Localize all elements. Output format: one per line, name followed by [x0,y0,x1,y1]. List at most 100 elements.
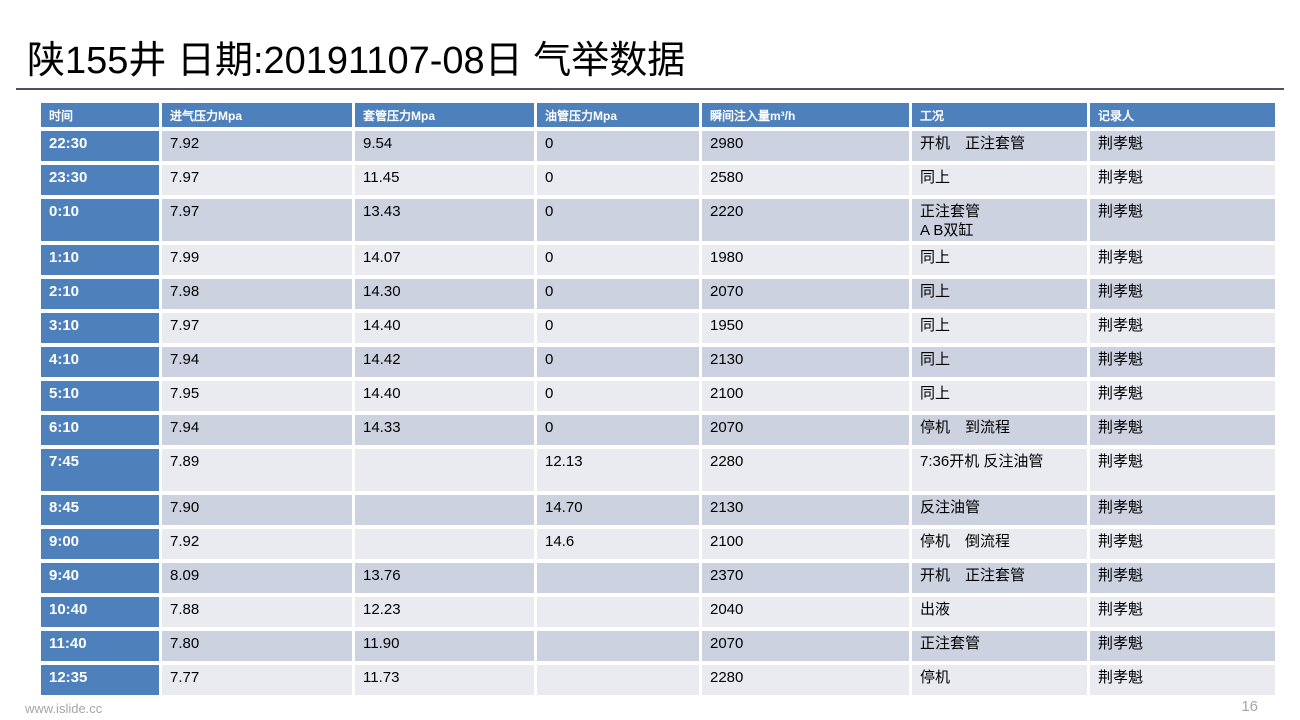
table-header-row: 时间 进气压力Mpa 套管压力Mpa 油管压力Mpa 瞬间注入量m³/h 工况 记录人 [41,103,1275,127]
cell-time: 5:10 [41,381,159,411]
cell-condition: 开机 正注套管 [912,563,1087,593]
cell-condition: 7:36开机 反注油管 [912,449,1087,491]
cell-intake-pressure: 7.94 [162,347,352,377]
table-row: 0:10 7.97 13.43 0 2220 正注套管 A B双缸 荆孝魁 [41,199,1275,241]
cell-casing-pressure [355,449,534,491]
cell-injection-rate: 2130 [702,347,909,377]
cell-tubing-pressure [537,563,699,593]
cell-tubing-pressure: 0 [537,347,699,377]
column-header-casing-pressure: 套管压力Mpa [355,103,534,127]
cell-condition: 同上 [912,381,1087,411]
cell-injection-rate: 2280 [702,449,909,491]
cell-time: 7:45 [41,449,159,491]
cell-time: 4:10 [41,347,159,377]
cell-casing-pressure: 11.90 [355,631,534,661]
table-row: 9:00 7.92 14.6 2100 停机 倒流程 荆孝魁 [41,529,1275,559]
cell-injection-rate: 2070 [702,415,909,445]
cell-intake-pressure: 7.92 [162,131,352,161]
table-row: 8:45 7.90 14.70 2130 反注油管 荆孝魁 [41,495,1275,525]
cell-tubing-pressure: 0 [537,245,699,275]
cell-injection-rate: 2980 [702,131,909,161]
cell-tubing-pressure: 0 [537,313,699,343]
cell-recorder: 荆孝魁 [1090,279,1275,309]
cell-condition: 出液 [912,597,1087,627]
cell-injection-rate: 1950 [702,313,909,343]
cell-recorder: 荆孝魁 [1090,199,1275,241]
cell-condition: 停机 [912,665,1087,695]
cell-casing-pressure [355,529,534,559]
cell-intake-pressure: 7.97 [162,165,352,195]
cell-recorder: 荆孝魁 [1090,245,1275,275]
column-header-recorder: 记录人 [1090,103,1275,127]
slide-title: 陕155井 日期:20191107-08日 气举数据 [27,40,686,83]
cell-condition: 停机 倒流程 [912,529,1087,559]
cell-injection-rate: 1980 [702,245,909,275]
cell-intake-pressure: 7.98 [162,279,352,309]
cell-tubing-pressure: 12.13 [537,449,699,491]
cell-tubing-pressure: 0 [537,199,699,241]
cell-casing-pressure: 9.54 [355,131,534,161]
cell-recorder: 荆孝魁 [1090,313,1275,343]
cell-casing-pressure: 11.73 [355,665,534,695]
cell-recorder: 荆孝魁 [1090,347,1275,377]
cell-time: 11:40 [41,631,159,661]
cell-casing-pressure: 14.42 [355,347,534,377]
cell-casing-pressure [355,495,534,525]
cell-tubing-pressure [537,665,699,695]
gas-lift-data-table-wrap: 时间 进气压力Mpa 套管压力Mpa 油管压力Mpa 瞬间注入量m³/h 工况 记录人 22… [38,99,1278,699]
cell-casing-pressure: 14.33 [355,415,534,445]
cell-injection-rate: 2070 [702,279,909,309]
cell-time: 8:45 [41,495,159,525]
cell-recorder: 荆孝魁 [1090,449,1275,491]
cell-casing-pressure: 11.45 [355,165,534,195]
cell-condition: 正注套管 [912,631,1087,661]
column-header-time: 时间 [41,103,159,127]
cell-time: 10:40 [41,597,159,627]
cell-condition: 正注套管 A B双缸 [912,199,1087,241]
cell-intake-pressure: 7.90 [162,495,352,525]
cell-tubing-pressure: 0 [537,415,699,445]
cell-casing-pressure: 12.23 [355,597,534,627]
table-row: 10:40 7.88 12.23 2040 出液 荆孝魁 [41,597,1275,627]
cell-intake-pressure: 8.09 [162,563,352,593]
table-row: 2:10 7.98 14.30 0 2070 同上 荆孝魁 [41,279,1275,309]
cell-intake-pressure: 7.97 [162,199,352,241]
cell-intake-pressure: 7.94 [162,415,352,445]
cell-tubing-pressure: 14.70 [537,495,699,525]
cell-casing-pressure: 13.43 [355,199,534,241]
column-header-intake-pressure: 进气压力Mpa [162,103,352,127]
cell-tubing-pressure: 0 [537,165,699,195]
table-row: 11:40 7.80 11.90 2070 正注套管 荆孝魁 [41,631,1275,661]
cell-intake-pressure: 7.89 [162,449,352,491]
cell-injection-rate: 2070 [702,631,909,661]
cell-condition: 开机 正注套管 [912,131,1087,161]
column-header-injection-rate: 瞬间注入量m³/h [702,103,909,127]
cell-intake-pressure: 7.77 [162,665,352,695]
cell-casing-pressure: 14.40 [355,381,534,411]
cell-recorder: 荆孝魁 [1090,563,1275,593]
cell-recorder: 荆孝魁 [1090,665,1275,695]
table-row: 7:45 7.89 12.13 2280 7:36开机 反注油管 荆孝魁 [41,449,1275,491]
cell-recorder: 荆孝魁 [1090,529,1275,559]
cell-condition: 同上 [912,279,1087,309]
table-row: 3:10 7.97 14.40 0 1950 同上 荆孝魁 [41,313,1275,343]
cell-time: 0:10 [41,199,159,241]
cell-time: 9:40 [41,563,159,593]
cell-condition: 停机 到流程 [912,415,1087,445]
table-row: 23:30 7.97 11.45 0 2580 同上 荆孝魁 [41,165,1275,195]
cell-injection-rate: 2130 [702,495,909,525]
cell-recorder: 荆孝魁 [1090,597,1275,627]
title-divider [16,88,1284,90]
cell-time: 22:30 [41,131,159,161]
cell-condition: 同上 [912,245,1087,275]
cell-condition: 反注油管 [912,495,1087,525]
cell-condition: 同上 [912,313,1087,343]
cell-injection-rate: 2220 [702,199,909,241]
table-row: 5:10 7.95 14.40 0 2100 同上 荆孝魁 [41,381,1275,411]
cell-intake-pressure: 7.80 [162,631,352,661]
gas-lift-data-table: 时间 进气压力Mpa 套管压力Mpa 油管压力Mpa 瞬间注入量m³/h 工况 记录人 22… [38,99,1278,699]
cell-injection-rate: 2100 [702,381,909,411]
cell-injection-rate: 2580 [702,165,909,195]
cell-injection-rate: 2100 [702,529,909,559]
